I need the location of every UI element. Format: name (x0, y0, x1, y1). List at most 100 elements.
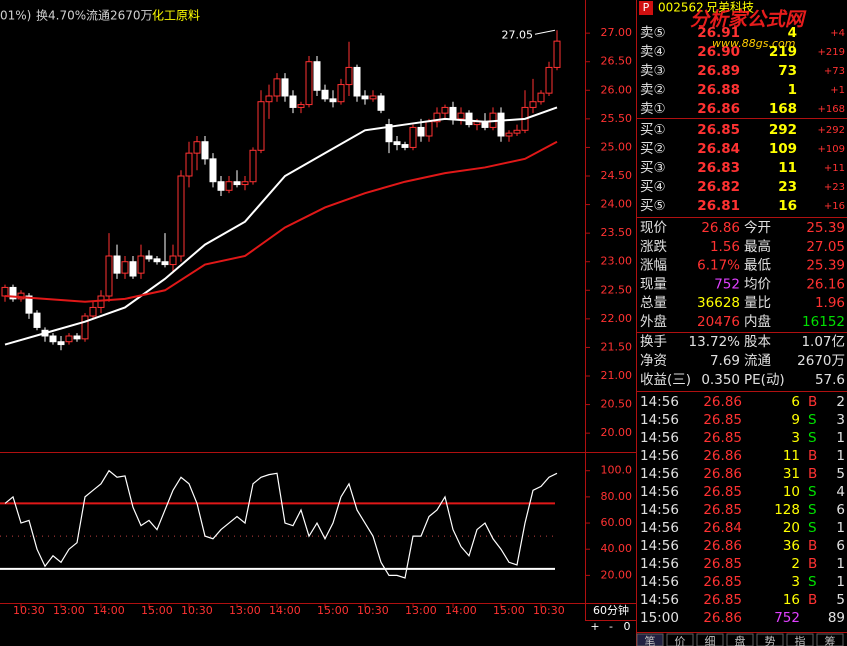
candle-body (465, 112, 473, 126)
trade-count: 3 (836, 412, 845, 428)
tab[interactable] (816, 633, 844, 646)
stat-value: 20476 (697, 314, 740, 330)
zoom-button[interactable]: - (609, 620, 613, 633)
tab-label[interactable]: 笔 (645, 634, 656, 646)
stat-value: 2670万 (797, 353, 845, 369)
stat-value: 16152 (802, 314, 845, 330)
trade-count: 1 (836, 448, 845, 464)
candle-body (233, 181, 241, 186)
candle-body (113, 255, 121, 274)
book-price: 26.86 (697, 101, 740, 117)
candle-body (169, 255, 177, 266)
y-tick-label: 26.00 (601, 83, 633, 96)
trade-price: 26.86 (703, 610, 742, 626)
trade-time: 14:56 (640, 592, 679, 608)
zoom-button[interactable]: + (590, 620, 599, 633)
trade-price: 26.86 (703, 538, 742, 554)
candle-body (105, 255, 113, 297)
trade-volume: 752 (774, 610, 800, 626)
book-change: +4 (830, 28, 845, 39)
book-label: 买⑤ (640, 198, 666, 214)
trade-time: 14:56 (640, 448, 679, 464)
stat-label: 今开 (744, 220, 771, 236)
trade-time: 14:56 (640, 520, 679, 536)
y-tick-label: 21.50 (601, 340, 633, 353)
book-price: 26.91 (697, 25, 740, 41)
stat-label: 流通 (744, 353, 772, 369)
stat-value: 25.39 (806, 220, 845, 236)
candle-body (409, 126, 417, 148)
trade-count: 1 (836, 520, 845, 536)
candle-body (249, 149, 257, 183)
stat-label: 涨跌 (640, 239, 668, 255)
trade-count: 5 (836, 466, 845, 482)
candle-body (553, 40, 561, 68)
tab-label[interactable]: 势 (765, 635, 776, 646)
y-tick-label: 22.00 (601, 312, 633, 325)
header-text: 流通2670万 (86, 9, 153, 23)
candle-body (137, 255, 145, 274)
tab[interactable] (786, 633, 814, 646)
book-volume: 11 (778, 160, 797, 176)
stat-label: 均价 (744, 276, 772, 292)
stat-label: 量比 (744, 295, 771, 311)
tab[interactable] (636, 633, 664, 646)
watermark-url: www.88gs.com (712, 37, 795, 50)
book-label: 买② (640, 141, 666, 157)
tab[interactable] (756, 633, 784, 646)
candle-body (177, 175, 185, 257)
candle-body (121, 261, 129, 274)
trade-volume: 36 (783, 538, 800, 554)
book-label: 卖⑤ (640, 25, 666, 41)
y-tick-label: 23.00 (601, 255, 633, 268)
stock-code: 002562 (658, 1, 704, 15)
y-tick-label: 24.50 (601, 169, 633, 182)
tab[interactable] (696, 633, 724, 646)
stat-value: 1.07亿 (801, 334, 845, 350)
candle-body (209, 158, 217, 183)
trade-volume: 128 (774, 502, 800, 518)
candle-body (257, 101, 265, 151)
trade-side: B (808, 466, 817, 482)
trade-time: 14:56 (640, 430, 679, 446)
tab[interactable] (726, 633, 754, 646)
book-volume: 292 (769, 122, 797, 138)
book-price: 26.82 (697, 179, 740, 195)
tab[interactable] (666, 633, 694, 646)
candle-body (65, 335, 73, 343)
y-tick-label: 27.00 (601, 26, 633, 39)
tab-label[interactable]: 筹 (825, 634, 836, 646)
trade-time: 14:56 (640, 538, 679, 554)
trade-time: 14:56 (640, 412, 679, 428)
candle-body (369, 95, 377, 100)
tab-label[interactable]: 指 (795, 634, 806, 646)
book-label: 卖② (640, 82, 666, 98)
trade-time: 14:56 (640, 394, 679, 410)
candle-body (545, 66, 553, 94)
tab-label[interactable]: 盘 (735, 634, 746, 646)
trade-volume: 10 (783, 484, 800, 500)
time-label: 14:00 (445, 604, 477, 617)
candle-body (433, 112, 441, 123)
tab-label[interactable]: 细 (705, 635, 716, 646)
candle-body (425, 121, 433, 137)
y-tick-label: 20.50 (601, 398, 633, 411)
book-price: 26.83 (697, 160, 740, 176)
zoom-button[interactable]: 0 (624, 620, 631, 633)
book-price: 26.85 (697, 122, 740, 138)
candle-body (57, 341, 65, 346)
candle-body (449, 106, 457, 120)
stat-label: 最高 (744, 238, 771, 255)
trade-price: 26.86 (703, 466, 742, 482)
y-tick-label: 22.50 (601, 283, 633, 296)
trade-price: 26.85 (703, 484, 742, 500)
time-label: 15:00 (493, 604, 525, 617)
candle-body (457, 112, 465, 120)
annotation-arrow (534, 29, 556, 35)
candle-body (321, 89, 329, 100)
candle-body (201, 141, 209, 160)
tab-label[interactable]: 价 (675, 635, 686, 646)
